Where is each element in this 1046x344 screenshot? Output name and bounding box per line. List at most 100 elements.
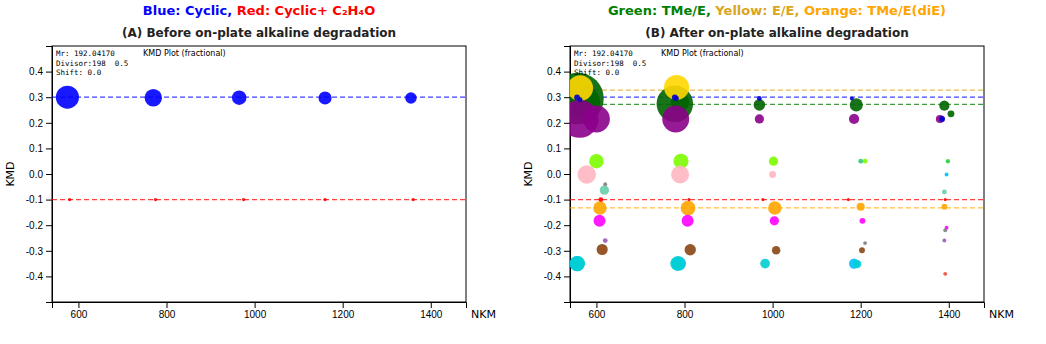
x-tick-label: 600: [71, 309, 88, 320]
plot-area: [570, 73, 984, 276]
reference-line: [570, 97, 984, 98]
chart: Blue: Cyclic, Red: Cyclic+ C₂H₄O (A) Befo…: [0, 0, 1046, 344]
bubble: [145, 89, 162, 106]
bubble: [570, 256, 585, 271]
reference-line: [52, 97, 466, 98]
kmd-label: KMD Plot (fractional): [661, 49, 744, 58]
bubble: [681, 201, 696, 216]
heading-part: Blue: Cyclic,: [143, 3, 232, 18]
x-tick-label: 800: [159, 309, 176, 320]
bubble: [323, 198, 326, 201]
y-tick-label: -0.1: [26, 194, 44, 205]
y-tick-label: 0.1: [547, 143, 561, 154]
y-tick: -0.2: [26, 220, 52, 231]
y-tick: 0.4: [29, 66, 52, 77]
x-tick-mark: [949, 302, 950, 308]
series: [593, 201, 947, 216]
panel-title: (A) Before on-plate alkaline degradation: [122, 26, 396, 40]
series: [570, 73, 954, 125]
y-tick: 0.3: [547, 92, 570, 103]
series: [594, 215, 949, 230]
y-tick-mark: [46, 97, 52, 98]
y-tick-label: 0.1: [29, 143, 43, 154]
bubble: [583, 106, 610, 133]
x-tick: 600: [71, 302, 88, 320]
bubble: [411, 198, 414, 201]
series: [589, 154, 950, 169]
y-tick-mark: [564, 251, 570, 252]
x-axis: 600800100012001400: [53, 302, 467, 320]
bubble: [860, 218, 866, 224]
bubble: [850, 97, 854, 101]
y-axis: -0.4-0.3-0.2-0.10.00.10.20.30.4: [544, 47, 571, 303]
y-tick: -0.3: [26, 246, 52, 257]
info-line: Shift: 0.0: [574, 68, 620, 77]
bubble: [600, 185, 609, 194]
bubble: [242, 198, 245, 201]
bubble: [760, 259, 770, 269]
x-tick-label: 1000: [244, 309, 267, 320]
y-tick: 0.3: [29, 92, 52, 103]
x-tick-label: 1200: [332, 309, 355, 320]
series: [574, 95, 945, 122]
y-tick-mark: [564, 200, 570, 201]
y-tick-mark: [564, 97, 570, 98]
bubble: [948, 110, 955, 117]
info-line: Shift: 0.0: [56, 68, 102, 77]
bubble: [598, 197, 603, 202]
y-tick-mark: [564, 225, 570, 226]
info-text: Mr: 192.04170Divisor:198 0.5Shift: 0.0: [56, 49, 128, 77]
y-tick: 0.1: [29, 143, 52, 154]
x-axis-line: [571, 303, 985, 309]
bubble: [682, 215, 694, 227]
y-tick-label: -0.3: [544, 246, 562, 257]
y-tick: 0.0: [29, 169, 52, 180]
bubble: [863, 159, 868, 164]
series: [858, 159, 950, 164]
y-tick: -0.1: [544, 194, 570, 205]
x-tick: 1200: [332, 302, 355, 320]
x-axis-line: [53, 303, 467, 309]
bubble: [943, 272, 947, 276]
bubble: [594, 215, 606, 227]
reference-line: [570, 199, 984, 200]
bubble: [939, 116, 945, 122]
bubble: [603, 238, 608, 243]
plot-frame: [570, 46, 984, 302]
x-tick: 1000: [762, 302, 785, 320]
panel: 600800100012001400-0.4-0.3-0.2-0.10.00.1…: [4, 46, 496, 321]
bubble: [755, 114, 764, 123]
x-tick: 800: [159, 302, 176, 320]
heading: Blue: Cyclic, Red: Cyclic+ C₂H₄O: [143, 3, 375, 18]
info-line: Mr: 192.04170: [56, 49, 115, 58]
series: [570, 173, 949, 272]
x-tick: 1400: [938, 302, 961, 320]
y-tick: -0.4: [544, 271, 570, 282]
y-tick-label: 0.4: [547, 66, 561, 77]
y-axis: -0.4-0.3-0.2-0.10.00.10.20.30.4: [26, 47, 53, 303]
y-tick-mark: [46, 200, 52, 201]
series: [600, 185, 947, 194]
kmd-label: KMD Plot (fractional): [143, 49, 226, 58]
y-tick-label: 0.2: [547, 118, 561, 129]
y-tick-label: -0.4: [26, 271, 44, 282]
series: [68, 198, 415, 201]
heading-part: Orange: TMe/E(diE): [799, 3, 946, 18]
bubble: [853, 260, 861, 268]
series: [570, 256, 861, 271]
y-tick: -0.2: [544, 220, 570, 231]
y-tick-label: -0.2: [544, 220, 562, 231]
bubble: [858, 159, 863, 164]
y-tick-label: 0.0: [29, 169, 43, 180]
x-tick: 600: [589, 302, 606, 320]
x-tick: 800: [677, 302, 694, 320]
y-axis-title: KMD: [4, 161, 17, 186]
y-tick-label: -0.4: [544, 271, 562, 282]
y-tick-label: 0.4: [29, 66, 43, 77]
series: [570, 100, 944, 138]
x-tick-label: 600: [589, 309, 606, 320]
bubble: [593, 201, 606, 214]
x-tick-label: 800: [677, 309, 694, 320]
bubble: [319, 91, 332, 104]
y-tick-label: 0.3: [547, 92, 561, 103]
